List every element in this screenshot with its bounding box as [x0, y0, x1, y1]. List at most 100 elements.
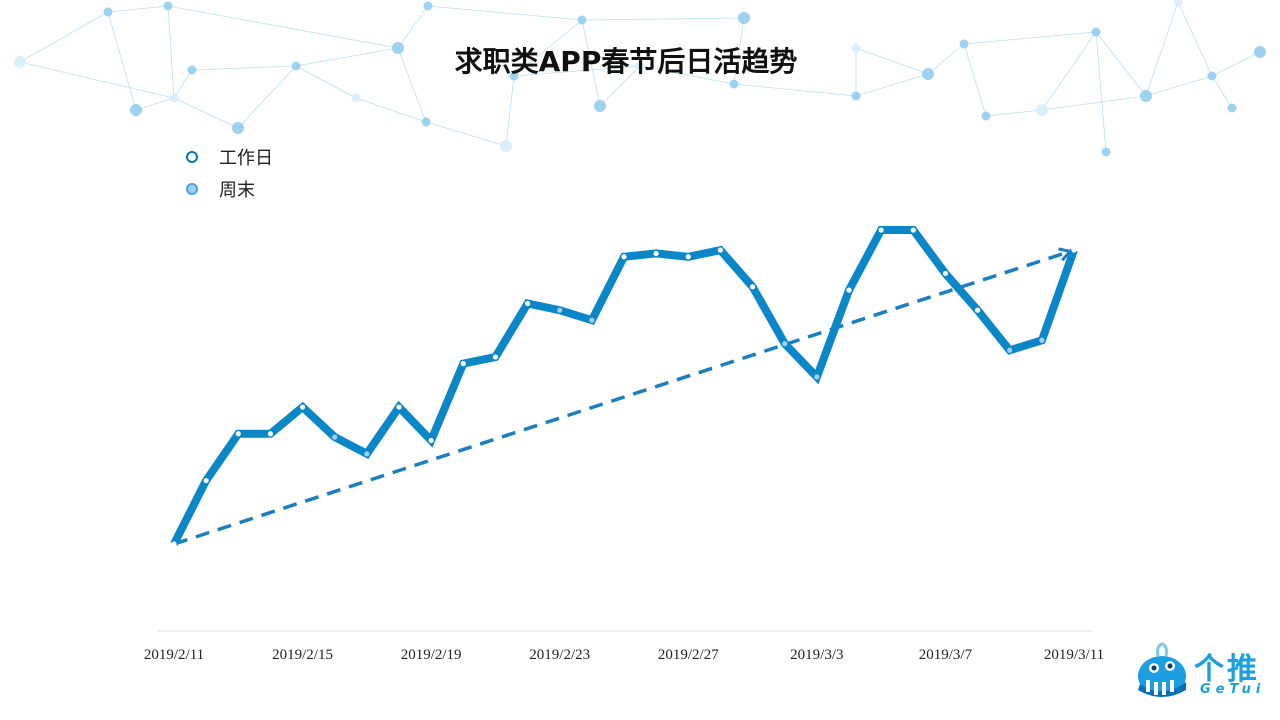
network-edge [985, 109, 1043, 117]
network-node [392, 42, 404, 54]
network-edge [1145, 75, 1213, 97]
network-edge [295, 65, 357, 99]
network-edge [135, 97, 175, 111]
network-edge [355, 97, 427, 123]
network-edge [855, 47, 929, 75]
network-edge [425, 121, 507, 147]
network-edge [733, 17, 745, 85]
network-node [738, 12, 750, 24]
network-node [187, 65, 197, 75]
x-tick-label: 2019/2/19 [401, 647, 462, 663]
network-edge [639, 65, 735, 85]
network-edge [1211, 75, 1233, 109]
data-point-weekend [589, 317, 595, 323]
network-edge [513, 19, 583, 77]
network-edge [19, 11, 109, 63]
network-edge [1041, 31, 1097, 111]
network-node [1173, 0, 1183, 7]
network-node [421, 117, 431, 127]
trend-arrow-line [173, 252, 1068, 546]
network-edge [173, 69, 193, 99]
legend-label-workday: 工作日 [219, 148, 273, 169]
network-node [729, 79, 739, 89]
data-point-workday [396, 404, 402, 410]
network-edge [505, 75, 515, 147]
x-tick-label: 2019/3/3 [790, 647, 843, 663]
data-point-workday [524, 300, 531, 307]
network-edge [167, 5, 399, 49]
data-point-weekend [782, 341, 788, 347]
data-point-weekend [1039, 337, 1045, 343]
network-node [577, 15, 587, 25]
data-point-workday [942, 270, 949, 277]
network-edge [581, 17, 745, 21]
network-edge [173, 97, 239, 129]
data-point-workday [685, 254, 691, 260]
network-edge [1145, 1, 1179, 97]
network-edge [1177, 1, 1213, 77]
workday-marker-icon [186, 151, 198, 163]
data-point-workday [878, 227, 884, 233]
data-point-workday [1071, 247, 1077, 253]
data-point-workday [203, 477, 209, 484]
data-point-weekend [814, 374, 820, 380]
data-point-workday [492, 354, 499, 360]
network-node [130, 104, 142, 116]
data-point-weekend [364, 451, 370, 457]
network-node [163, 1, 173, 11]
network-node [1091, 27, 1101, 37]
network-edge [1211, 51, 1261, 77]
data-point-workday [653, 250, 659, 257]
data-point-workday [235, 431, 241, 437]
network-node [14, 56, 26, 68]
network-node [423, 1, 433, 11]
data-point-workday [621, 254, 627, 260]
network-node [1140, 90, 1152, 102]
legend-label-weekend: 周末 [219, 180, 255, 201]
network-node [1207, 71, 1217, 81]
x-tick-label: 2019/3/11 [1044, 647, 1104, 663]
data-point-workday [717, 247, 724, 253]
network-node [509, 71, 519, 81]
network-node [291, 61, 301, 71]
network-edge [963, 43, 987, 117]
background-network-decoration [14, 0, 1266, 157]
data-point-workday [267, 431, 274, 437]
network-edge [397, 47, 427, 123]
data-point-workday [299, 404, 306, 410]
network-node [959, 39, 969, 49]
network-edge [107, 11, 137, 111]
data-point-workday [749, 284, 756, 290]
trend-line-group [173, 252, 1068, 546]
network-node [594, 100, 606, 112]
logo-text-en: GeTui [1200, 682, 1266, 697]
x-tick-labels: 2019/2/11 2019/2/15 2019/2/19 2019/2/23 2019… [144, 647, 1104, 663]
data-point-workday [460, 361, 466, 367]
network-node [169, 93, 179, 103]
data-point-weekend [332, 434, 338, 440]
network-edge [427, 5, 583, 21]
x-tick-label: 2019/2/23 [529, 647, 590, 663]
network-edge [1041, 95, 1147, 111]
network-edge [1095, 31, 1107, 153]
network-edge [19, 61, 175, 99]
network-node [500, 140, 512, 152]
network-node [851, 91, 861, 101]
legend-item-weekend: 周末 [186, 173, 273, 205]
getui-logo: 个推 GeTui [1132, 638, 1272, 704]
network-edge [581, 19, 601, 107]
data-point-workday [428, 437, 434, 444]
network-node [1101, 147, 1111, 157]
network-edge [191, 65, 297, 71]
legend-item-workday: 工作日 [186, 141, 273, 173]
network-node [351, 93, 361, 103]
x-tick-label: 2019/2/11 [144, 647, 204, 663]
series-line [170, 226, 1078, 546]
network-edge [927, 43, 965, 75]
x-tick-label: 2019/2/15 [272, 647, 333, 663]
network-edge [855, 73, 929, 97]
network-edge [963, 31, 1097, 45]
network-node [635, 61, 645, 71]
network-node [1036, 104, 1048, 116]
